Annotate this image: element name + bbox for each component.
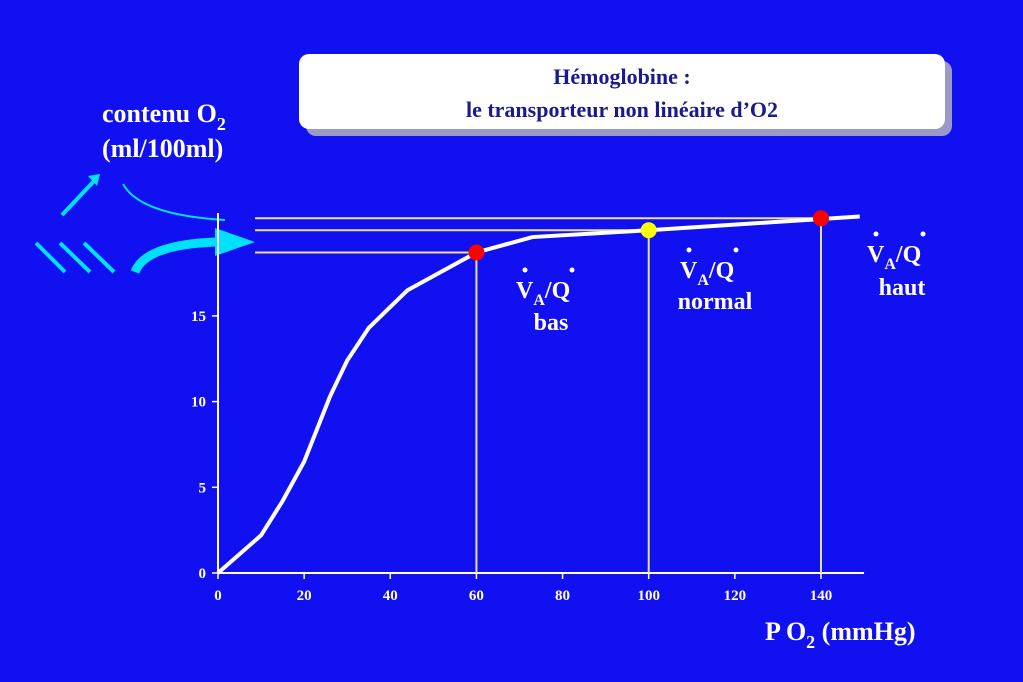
x-tick-label: 40 bbox=[383, 588, 398, 604]
point bbox=[468, 244, 485, 261]
point bbox=[640, 222, 657, 239]
annotation-label: bas bbox=[534, 310, 569, 336]
arrow bbox=[58, 241, 92, 274]
title-line: Hémoglobine : bbox=[553, 64, 691, 89]
arrow-head bbox=[215, 228, 255, 256]
y-axis-label: (ml/100ml) bbox=[102, 134, 223, 163]
x-label-sub: 2 bbox=[806, 632, 815, 652]
dot bbox=[522, 267, 528, 273]
x-tick-label: 20 bbox=[297, 588, 312, 604]
x-tick-label: 100 bbox=[637, 588, 660, 604]
ann-sub: A bbox=[697, 272, 709, 289]
y-tick-label: 5 bbox=[199, 480, 207, 496]
arrow bbox=[122, 183, 226, 221]
x-tick-label: 140 bbox=[810, 588, 833, 604]
arrow-head bbox=[88, 174, 100, 186]
annotation: VA/Q bbox=[516, 278, 570, 309]
y-tick-label: 0 bbox=[199, 566, 207, 582]
decor-arrows bbox=[34, 174, 255, 274]
dot bbox=[686, 247, 692, 253]
y-label-text: contenu O bbox=[102, 99, 217, 128]
x-tick-label: 60 bbox=[469, 588, 484, 604]
x-tick-label: 120 bbox=[724, 588, 747, 604]
ann-q: /Q bbox=[895, 242, 921, 268]
y-tick-label: 10 bbox=[191, 395, 206, 411]
x-tick-label: 80 bbox=[555, 588, 570, 604]
y-tick-label: 15 bbox=[191, 309, 206, 325]
ann-q: /Q bbox=[544, 278, 570, 304]
dot bbox=[920, 231, 926, 237]
title-box bbox=[299, 54, 945, 129]
ann-sub: A bbox=[533, 292, 545, 309]
dot bbox=[873, 231, 879, 237]
ann-v: V bbox=[516, 278, 534, 304]
annotation-label: haut bbox=[879, 275, 926, 301]
dot bbox=[733, 247, 739, 253]
dot bbox=[569, 267, 575, 273]
arrow bbox=[82, 241, 116, 274]
x-tick-label: 0 bbox=[214, 588, 222, 604]
point bbox=[812, 210, 829, 227]
curve bbox=[216, 214, 860, 575]
arrow bbox=[130, 237, 216, 274]
arrow bbox=[60, 178, 97, 217]
ann-q: /Q bbox=[708, 258, 734, 284]
x-label-rest: (mmHg) bbox=[815, 617, 915, 646]
x-axis-label: P O2 (mmHg) bbox=[765, 617, 916, 652]
arrow bbox=[34, 241, 67, 274]
annotation-dots bbox=[522, 231, 926, 273]
y-axis-label: contenu O2 bbox=[102, 99, 226, 134]
annotation: VA/Q bbox=[680, 258, 734, 289]
annotation-label: normal bbox=[678, 289, 753, 315]
ann-v: V bbox=[680, 258, 698, 284]
x-label-text: P O bbox=[765, 617, 806, 646]
ann-sub: A bbox=[884, 256, 896, 273]
annotation: VA/Q bbox=[867, 242, 921, 273]
ann-v: V bbox=[867, 242, 885, 268]
title-line: le transporteur non linéaire d’O2 bbox=[466, 97, 778, 122]
y-label-sub: 2 bbox=[217, 114, 226, 134]
